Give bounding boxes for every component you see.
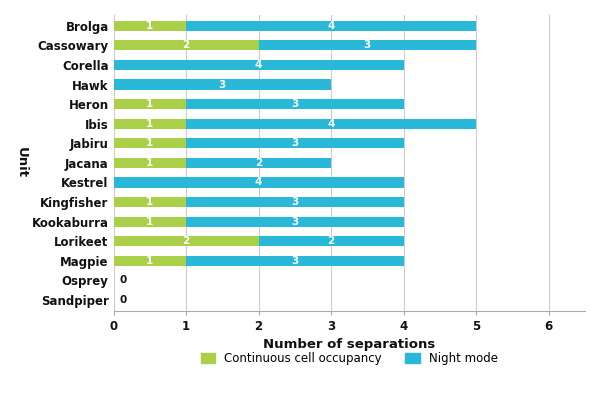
Text: 3: 3 — [291, 256, 298, 266]
Text: 4: 4 — [255, 60, 262, 70]
Text: 2: 2 — [328, 236, 335, 246]
Text: 3: 3 — [291, 99, 298, 109]
Bar — [186, 256, 404, 266]
Bar — [113, 99, 186, 109]
Text: 1: 1 — [146, 197, 154, 207]
Bar — [113, 119, 186, 129]
Bar — [113, 158, 186, 168]
X-axis label: Number of separations: Number of separations — [263, 338, 436, 351]
Bar — [113, 197, 186, 207]
Text: 4: 4 — [328, 119, 335, 129]
Bar — [186, 138, 404, 148]
Text: 1: 1 — [146, 99, 154, 109]
Bar — [186, 158, 331, 168]
Bar — [113, 177, 404, 188]
Text: 4: 4 — [328, 21, 335, 31]
Bar — [113, 217, 186, 227]
Bar — [186, 119, 476, 129]
Text: 2: 2 — [182, 236, 190, 246]
Text: 3: 3 — [291, 217, 298, 227]
Text: 3: 3 — [291, 197, 298, 207]
Text: 2: 2 — [182, 40, 190, 50]
Text: 1: 1 — [146, 256, 154, 266]
Bar — [259, 236, 404, 246]
Text: 3: 3 — [364, 40, 371, 50]
Bar — [113, 138, 186, 148]
Bar — [186, 99, 404, 109]
Bar — [113, 40, 259, 51]
Text: 1: 1 — [146, 158, 154, 168]
Bar — [186, 217, 404, 227]
Text: 1: 1 — [146, 138, 154, 148]
Text: 4: 4 — [255, 178, 262, 188]
Bar — [113, 256, 186, 266]
Bar — [113, 79, 331, 90]
Legend: Continuous cell occupancy, Night mode: Continuous cell occupancy, Night mode — [196, 347, 503, 370]
Bar — [186, 197, 404, 207]
Text: 3: 3 — [219, 80, 226, 90]
Bar — [113, 236, 259, 246]
Bar — [113, 60, 404, 70]
Bar — [186, 21, 476, 31]
Text: 1: 1 — [146, 119, 154, 129]
Bar — [259, 40, 476, 51]
Text: 1: 1 — [146, 217, 154, 227]
Text: 2: 2 — [255, 158, 262, 168]
Bar — [113, 21, 186, 31]
Text: 0: 0 — [119, 275, 127, 286]
Y-axis label: Unit: Unit — [15, 147, 28, 178]
Text: 1: 1 — [146, 21, 154, 31]
Text: 0: 0 — [119, 295, 127, 305]
Text: 3: 3 — [291, 138, 298, 148]
